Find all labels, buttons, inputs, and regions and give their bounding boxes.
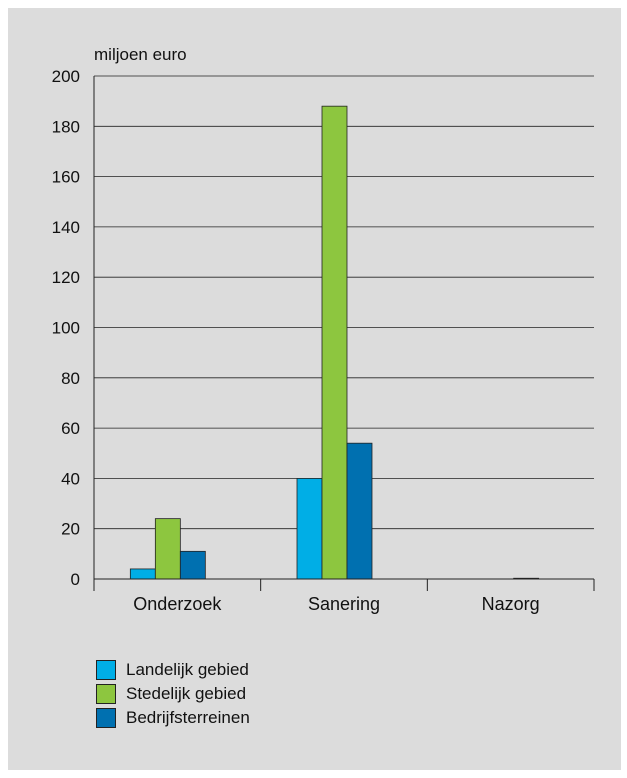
y-tick-label: 100 (52, 319, 80, 338)
y-tick-label: 120 (52, 268, 80, 287)
bar (296, 477, 323, 580)
legend-item: Landelijk gebied (96, 658, 250, 682)
legend-item: Stedelijk gebied (96, 682, 250, 706)
y-tick-label: 80 (61, 369, 80, 388)
legend: Landelijk gebied Stedelijk gebied Bedrij… (96, 658, 250, 730)
y-tick-label: 140 (52, 218, 80, 237)
axes (93, 76, 595, 591)
y-tick-labels: 0 20 40 60 80 100 120 140 160 180 200 (52, 67, 80, 589)
y-tick-label: 180 (52, 117, 80, 136)
x-tick-label: Sanering (308, 594, 380, 614)
bar (154, 518, 181, 580)
legend-swatch (96, 708, 116, 728)
x-tick-labels: Onderzoek Sanering Nazorg (133, 594, 539, 614)
legend-swatch (96, 684, 116, 704)
y-tick-label: 20 (61, 520, 80, 539)
y-axis-label: miljoen euro (94, 45, 187, 64)
bar (179, 550, 206, 580)
y-tick-label: 40 (61, 469, 80, 488)
legend-item: Bedrijfsterreinen (96, 706, 250, 730)
x-tick-label: Nazorg (482, 594, 540, 614)
y-tick-label: 200 (52, 67, 80, 86)
y-tick-label: 160 (52, 168, 80, 187)
y-tick-label: 0 (71, 570, 80, 589)
legend-label: Bedrijfsterreinen (126, 708, 250, 727)
bar (321, 105, 348, 580)
bars (129, 105, 540, 580)
legend-swatch (96, 660, 116, 680)
legend-label: Landelijk gebied (126, 660, 249, 679)
chart-panel (8, 8, 621, 770)
bar (129, 568, 156, 580)
legend-label: Stedelijk gebied (126, 684, 247, 703)
bar (346, 442, 373, 580)
y-tick-label: 60 (61, 419, 80, 438)
x-tick-label: Onderzoek (133, 594, 222, 614)
